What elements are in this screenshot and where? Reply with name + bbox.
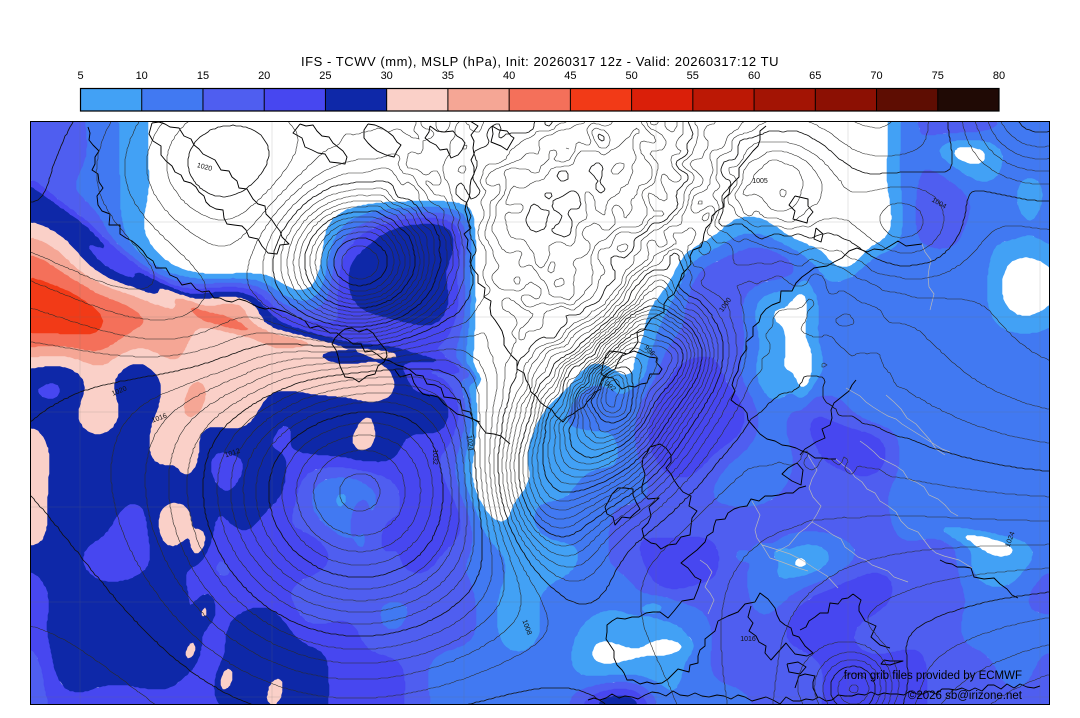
svg-text:1008: 1008 bbox=[520, 619, 532, 636]
svg-text:1016: 1016 bbox=[151, 413, 168, 425]
svg-text:1012: 1012 bbox=[224, 448, 241, 460]
svg-text:1032: 1032 bbox=[431, 449, 438, 465]
svg-text:1024: 1024 bbox=[465, 435, 473, 451]
svg-text:1024: 1024 bbox=[1005, 531, 1017, 548]
svg-text:1020: 1020 bbox=[196, 162, 213, 173]
svg-text:1005: 1005 bbox=[752, 178, 768, 185]
svg-text:1016: 1016 bbox=[740, 636, 756, 643]
